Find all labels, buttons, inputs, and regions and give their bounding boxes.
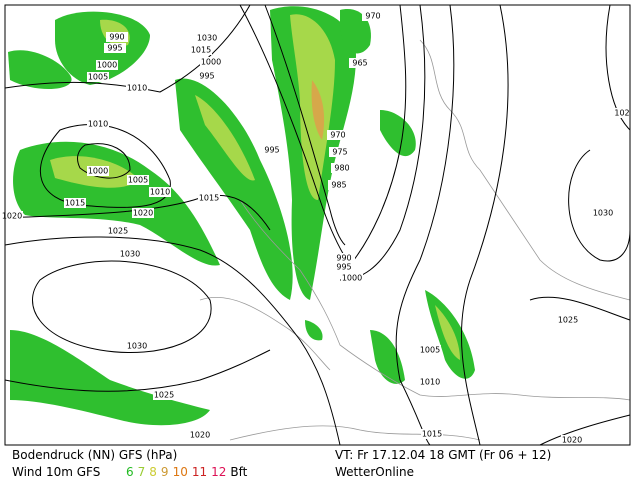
isobar-label: 1020 <box>2 212 22 221</box>
isobar-label-bg <box>106 32 128 42</box>
bft-level: 12 <box>211 465 226 479</box>
isobar-label: 1000 <box>88 167 108 176</box>
isobar-label: 1020 <box>562 436 582 445</box>
isobar-label-bg <box>611 108 633 118</box>
isobar-label: 1010 <box>127 84 147 93</box>
isobar-label-bg <box>419 377 441 387</box>
isobar-label-bg <box>127 175 149 185</box>
isobar-label: 1000 <box>201 58 221 67</box>
isobar-label-bg <box>349 58 371 68</box>
isobar-label-bg <box>87 72 109 82</box>
isobar-label-bg <box>189 430 211 440</box>
isobar-label: 1000 <box>97 61 117 70</box>
footer-title: Bodendruck (NN) GFS (hPa) <box>12 448 177 462</box>
bft-unit: Bft <box>230 465 247 479</box>
bft-level: 9 <box>161 465 169 479</box>
isobar-label: 1030 <box>197 34 217 43</box>
isobar-label-bg <box>419 345 441 355</box>
isobar-label: 1020 <box>190 431 210 440</box>
isobar-label-bg <box>362 11 384 21</box>
isobar-label-bg <box>149 187 171 197</box>
isobar-label-bg <box>190 45 212 55</box>
isobar-label: 970 <box>365 12 380 21</box>
isobar-label: 1025 <box>154 391 174 400</box>
isobar-label: 1010 <box>420 378 440 387</box>
isobar-label-bg <box>126 83 148 93</box>
isobar-label: 1005 <box>128 176 148 185</box>
isobar-label-bg <box>341 273 363 283</box>
isobar-label-bg <box>200 57 222 67</box>
bft-level: 10 <box>173 465 188 479</box>
isobar-label-bg <box>87 119 109 129</box>
isobar-label-bg <box>561 435 583 445</box>
isobar-label: 990 <box>109 33 124 42</box>
wind-areas <box>8 6 475 426</box>
isobar-label: 102 <box>614 109 629 118</box>
valid-time: VT: Fr 17.12.04 18 GMT (Fr 06 + 12) <box>335 448 551 462</box>
isobar-label: 1005 <box>420 346 440 355</box>
isobar-label: 1010 <box>88 120 108 129</box>
isobar-label-bg <box>333 262 355 272</box>
isobar-label-bg <box>132 208 154 218</box>
isobar-label: 1015 <box>422 430 442 439</box>
isobar-label: 1010 <box>150 188 170 197</box>
isobar-label: 965 <box>352 59 367 68</box>
isobar-label-bg <box>331 163 353 173</box>
bft-scale: 6 7 8 9 10 11 12 Bft <box>126 465 248 479</box>
isobar-label: 995 <box>107 44 122 53</box>
isobars <box>4 4 631 446</box>
isobar-labels: 9909951000100510101030101510009959709659… <box>1 11 633 445</box>
isobar-label-bg <box>196 71 218 81</box>
isobar-label: 990 <box>336 254 351 263</box>
isobar-label-bg <box>104 43 126 53</box>
isobar-label-bg <box>333 253 355 263</box>
isobar-label-bg <box>87 166 109 176</box>
isobar-label: 1030 <box>120 250 140 259</box>
isobar-label-bg <box>261 145 283 155</box>
isobar-label: 1015 <box>191 46 211 55</box>
isobar-label-bg <box>1 211 23 221</box>
isobar-label-bg <box>153 390 175 400</box>
isobar-label-bg <box>119 249 141 259</box>
isobar-label: 995 <box>264 146 279 155</box>
map-frame <box>4 4 631 446</box>
isobar-label: 985 <box>331 181 346 190</box>
isobar-label-bg <box>196 33 218 43</box>
bft-level: 8 <box>149 465 157 479</box>
isobar-label: 1015 <box>199 194 219 203</box>
footer-wind: Wind 10m GFS <box>12 465 100 479</box>
isobar-label: 995 <box>199 72 214 81</box>
isobar-label-bg <box>592 208 614 218</box>
isobar-label: 1000 <box>342 274 362 283</box>
bft-level: 11 <box>192 465 207 479</box>
isobar-label-bg <box>64 198 86 208</box>
isobar-label: 975 <box>332 148 347 157</box>
isobar-label: 1025 <box>108 227 128 236</box>
source: WetterOnline <box>335 465 414 479</box>
isobar-label-bg <box>328 180 350 190</box>
isobar-label: 1020 <box>133 209 153 218</box>
isobar-label: 1025 <box>558 316 578 325</box>
isobar-label: 995 <box>336 263 351 272</box>
isobar-label: 1030 <box>593 209 613 218</box>
isobar-label: 970 <box>330 131 345 140</box>
isobar-label-bg <box>329 147 351 157</box>
isobar-label: 1015 <box>65 199 85 208</box>
isobar-label-bg <box>198 193 220 203</box>
coastlines <box>199 39 631 441</box>
isobar-label-bg <box>327 130 349 140</box>
isobar-label-bg <box>96 60 118 70</box>
isobar-label: 1030 <box>127 342 147 351</box>
isobar-label-bg <box>107 226 129 236</box>
bft-level: 7 <box>138 465 146 479</box>
bft-level: 6 <box>126 465 134 479</box>
isobar-label-bg <box>557 315 579 325</box>
isobar-label: 1005 <box>88 73 108 82</box>
isobar-label-bg <box>421 429 443 439</box>
isobar-label-bg <box>126 341 148 351</box>
isobar-label: 980 <box>334 164 349 173</box>
